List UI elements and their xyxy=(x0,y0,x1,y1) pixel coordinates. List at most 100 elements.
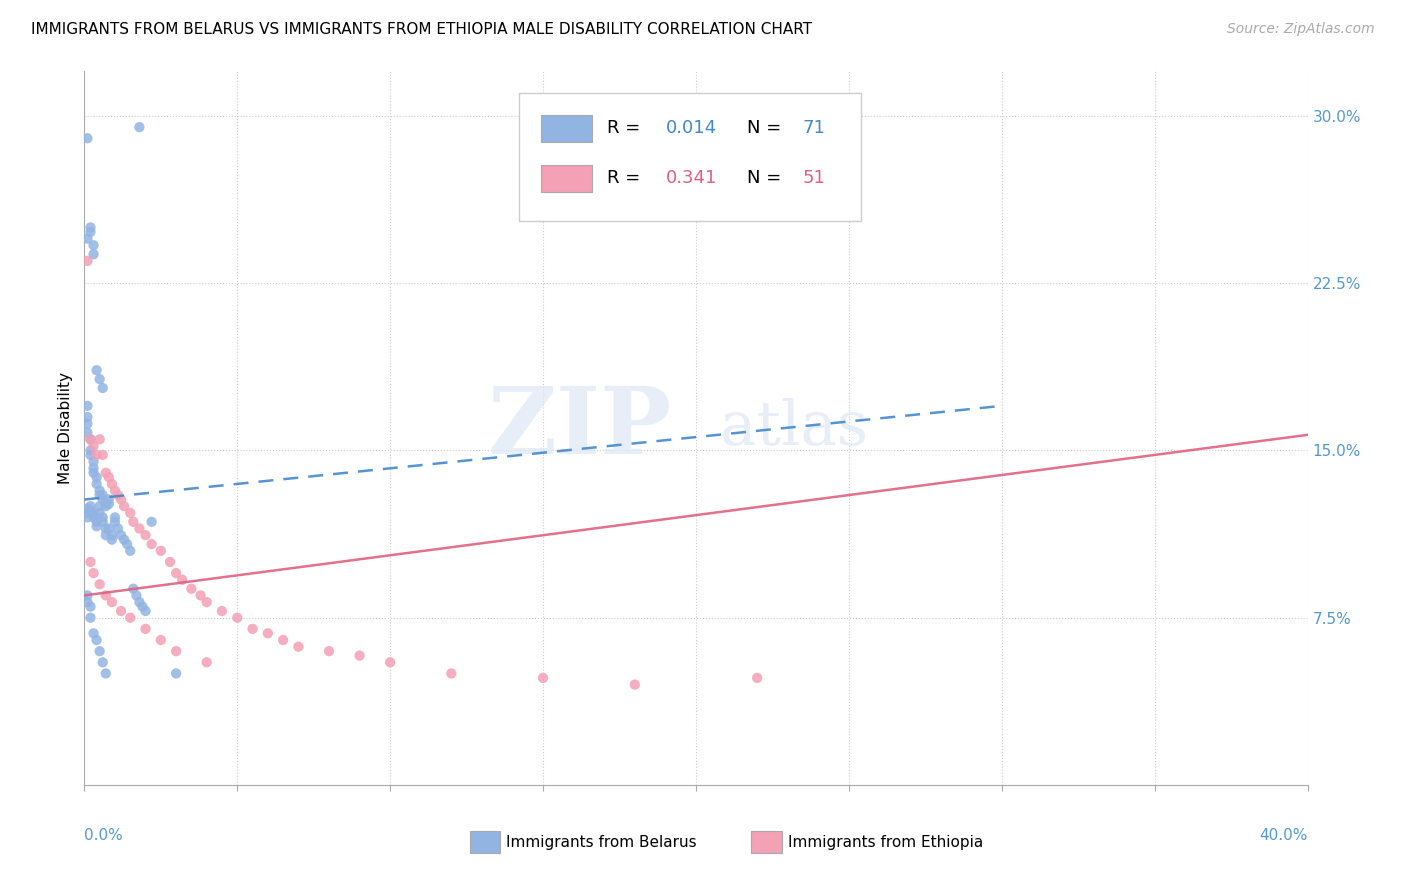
Point xyxy=(76,501,98,516)
Point xyxy=(165,666,187,681)
Point xyxy=(89,433,111,447)
Point xyxy=(83,510,105,524)
Point xyxy=(440,666,463,681)
Point xyxy=(89,372,111,386)
Point xyxy=(94,497,117,511)
Point xyxy=(91,510,114,524)
Text: 51: 51 xyxy=(803,169,825,187)
Point xyxy=(97,492,120,507)
Point xyxy=(83,238,105,252)
Point xyxy=(287,640,309,654)
Point xyxy=(76,410,98,425)
Point xyxy=(104,510,127,524)
Point xyxy=(135,604,157,618)
Point xyxy=(76,510,98,524)
Text: ZIP: ZIP xyxy=(488,384,672,473)
Point xyxy=(349,648,371,663)
Point xyxy=(107,521,129,535)
Point xyxy=(91,488,114,502)
Point xyxy=(101,533,124,547)
Point xyxy=(122,515,145,529)
Point xyxy=(531,671,554,685)
Point xyxy=(318,644,340,658)
Point xyxy=(79,433,101,447)
Point xyxy=(83,466,105,480)
Text: 40.0%: 40.0% xyxy=(1260,828,1308,843)
Point xyxy=(165,566,187,581)
Point xyxy=(83,455,105,469)
Point xyxy=(83,461,105,475)
Point xyxy=(79,448,101,462)
Point xyxy=(83,506,105,520)
Point xyxy=(89,577,111,591)
Text: Source: ZipAtlas.com: Source: ZipAtlas.com xyxy=(1227,22,1375,37)
Text: 0.341: 0.341 xyxy=(665,169,717,187)
Point xyxy=(76,595,98,609)
Point xyxy=(172,573,194,587)
Point xyxy=(91,655,114,669)
Point xyxy=(91,381,114,395)
Point xyxy=(190,589,212,603)
Bar xyxy=(541,165,592,192)
Point xyxy=(110,492,132,507)
Point xyxy=(89,488,111,502)
Point xyxy=(94,466,117,480)
Point xyxy=(624,678,647,692)
Text: R =: R = xyxy=(606,169,645,187)
Point xyxy=(79,443,101,458)
Point xyxy=(195,595,218,609)
Point xyxy=(101,528,124,542)
Text: IMMIGRANTS FROM BELARUS VS IMMIGRANTS FROM ETHIOPIA MALE DISABILITY CORRELATION : IMMIGRANTS FROM BELARUS VS IMMIGRANTS FR… xyxy=(31,22,813,37)
Point xyxy=(257,626,280,640)
Point xyxy=(122,582,145,596)
Point xyxy=(83,247,105,261)
Point xyxy=(141,515,163,529)
Point xyxy=(165,644,187,658)
Text: R =: R = xyxy=(606,120,645,137)
Point xyxy=(97,521,120,535)
Point xyxy=(110,604,132,618)
Point xyxy=(86,519,108,533)
Text: Immigrants from Belarus: Immigrants from Belarus xyxy=(506,835,697,849)
Point xyxy=(94,500,117,514)
Point xyxy=(128,595,150,609)
Bar xyxy=(751,831,782,853)
Point xyxy=(94,589,117,603)
Point xyxy=(89,500,111,514)
Point xyxy=(86,448,108,462)
Point xyxy=(76,232,98,246)
Point xyxy=(110,528,132,542)
Point xyxy=(180,582,202,596)
Point xyxy=(104,483,127,498)
Point xyxy=(89,506,111,520)
Point xyxy=(195,655,218,669)
Point xyxy=(226,611,249,625)
Point xyxy=(76,506,98,520)
Point xyxy=(135,622,157,636)
Point xyxy=(271,633,294,648)
Point xyxy=(86,633,108,648)
Point xyxy=(79,500,101,514)
Point xyxy=(112,500,135,514)
Point xyxy=(86,515,108,529)
Point xyxy=(94,666,117,681)
FancyBboxPatch shape xyxy=(519,93,860,221)
Point xyxy=(83,626,105,640)
Point xyxy=(79,433,101,447)
Text: atlas: atlas xyxy=(720,398,869,458)
Point xyxy=(380,655,402,669)
Point xyxy=(101,595,124,609)
Point xyxy=(149,633,172,648)
Point xyxy=(242,622,264,636)
Point xyxy=(91,515,114,529)
Point xyxy=(86,470,108,484)
Point xyxy=(128,120,150,135)
Point xyxy=(79,611,101,625)
Point xyxy=(76,589,98,603)
Point xyxy=(76,254,98,268)
Point xyxy=(141,537,163,551)
Point xyxy=(79,503,101,517)
Point xyxy=(97,497,120,511)
Point xyxy=(115,537,138,551)
Point xyxy=(104,515,127,529)
